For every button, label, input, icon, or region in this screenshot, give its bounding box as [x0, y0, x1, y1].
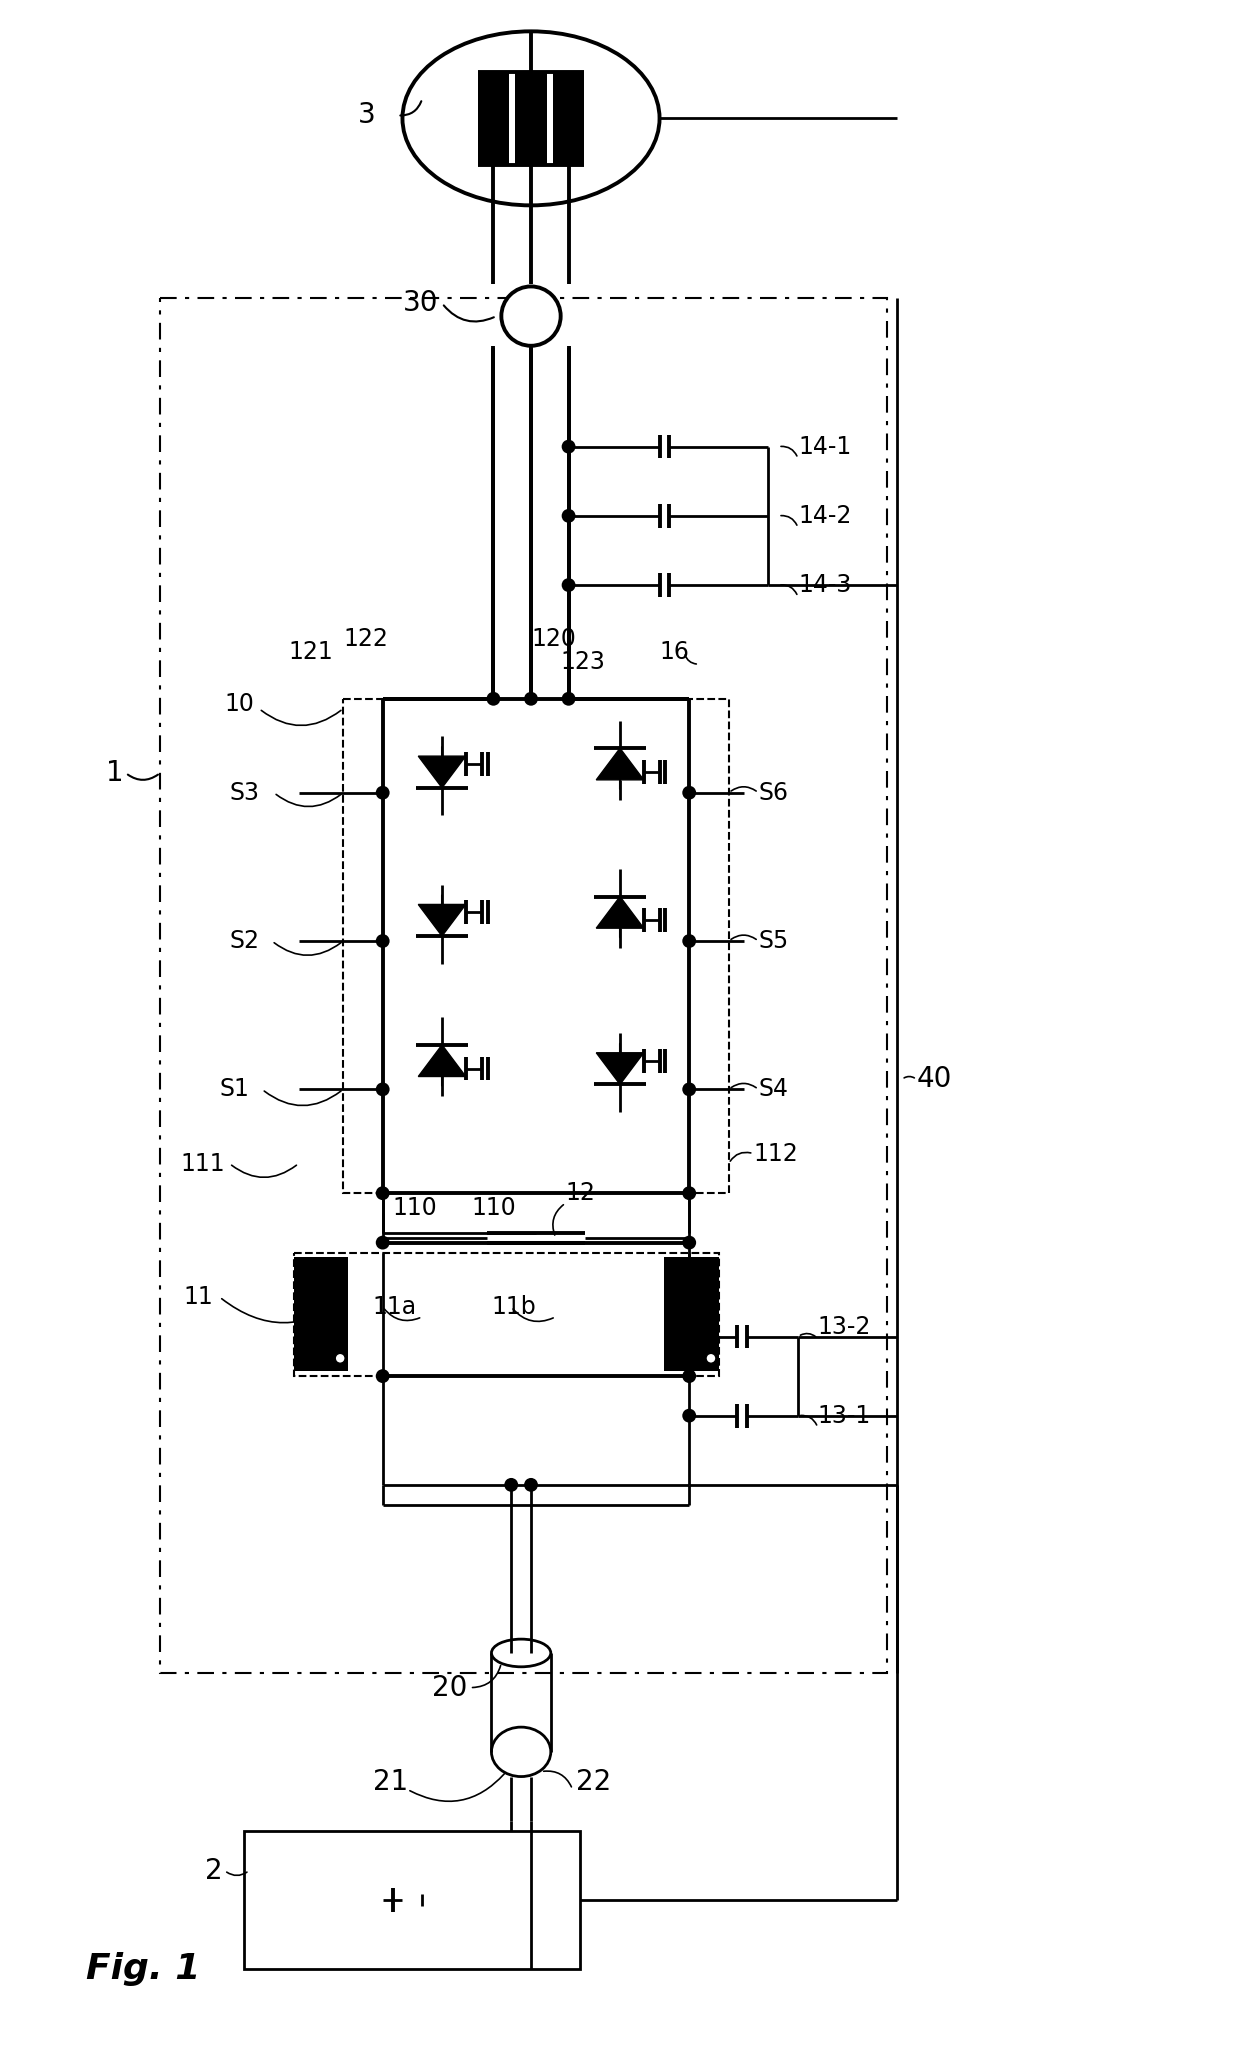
Text: 111: 111 [180, 1152, 224, 1176]
Circle shape [501, 287, 560, 347]
Ellipse shape [491, 1639, 551, 1668]
Text: 11b: 11b [491, 1294, 536, 1319]
Text: 14-2: 14-2 [799, 504, 852, 528]
Circle shape [682, 935, 696, 947]
Text: S1: S1 [219, 1077, 249, 1102]
Text: S4: S4 [759, 1077, 789, 1102]
Bar [515, 72, 547, 165]
Polygon shape [418, 755, 466, 788]
Text: S6: S6 [759, 780, 789, 805]
Bar [244, 1831, 580, 1969]
Circle shape [682, 1368, 696, 1383]
Text: 121: 121 [289, 640, 334, 665]
Bar [553, 72, 584, 165]
Circle shape [376, 786, 389, 799]
Text: 123: 123 [560, 650, 605, 675]
Circle shape [562, 510, 575, 522]
Polygon shape [418, 1044, 466, 1077]
Circle shape [682, 1410, 696, 1422]
Circle shape [376, 1187, 389, 1199]
Bar [665, 1257, 719, 1370]
Text: 13-1: 13-1 [817, 1404, 870, 1428]
Polygon shape [418, 904, 466, 937]
Text: Fig. 1: Fig. 1 [86, 1953, 201, 1986]
Circle shape [486, 691, 501, 706]
Text: 2: 2 [205, 1856, 222, 1884]
Text: 13-2: 13-2 [817, 1315, 872, 1340]
Text: 1: 1 [105, 760, 124, 786]
Circle shape [376, 1368, 389, 1383]
Text: 21: 21 [373, 1767, 408, 1796]
Bar [477, 72, 510, 165]
Circle shape [706, 1354, 715, 1362]
Circle shape [682, 786, 696, 799]
Text: 22: 22 [575, 1767, 611, 1796]
Text: 11a: 11a [373, 1294, 417, 1319]
Circle shape [562, 691, 575, 706]
Text: 122: 122 [343, 627, 388, 652]
Text: S3: S3 [229, 780, 259, 805]
Circle shape [562, 440, 575, 454]
Polygon shape [596, 749, 644, 780]
Circle shape [376, 1236, 389, 1249]
Text: 112: 112 [754, 1141, 799, 1166]
Circle shape [682, 1082, 696, 1096]
Circle shape [682, 1236, 696, 1249]
Text: 3: 3 [358, 101, 376, 130]
Bar [160, 299, 887, 1672]
Circle shape [376, 935, 389, 947]
Bar [343, 700, 729, 1193]
Circle shape [335, 1354, 345, 1362]
Polygon shape [596, 896, 644, 929]
Text: 120: 120 [531, 627, 575, 652]
Circle shape [525, 1478, 538, 1492]
Text: 14-3: 14-3 [799, 574, 852, 596]
Text: 110: 110 [471, 1195, 516, 1220]
Text: 10: 10 [224, 691, 254, 716]
Ellipse shape [491, 1728, 551, 1777]
Text: 16: 16 [660, 640, 689, 665]
Text: 12: 12 [565, 1181, 595, 1205]
Text: 20: 20 [432, 1674, 467, 1701]
Text: 14-1: 14-1 [799, 436, 851, 458]
Text: 40: 40 [916, 1065, 952, 1094]
Text: S2: S2 [229, 929, 259, 954]
Circle shape [682, 1187, 696, 1199]
Bar [294, 1257, 348, 1370]
Text: S5: S5 [759, 929, 789, 954]
Circle shape [562, 578, 575, 592]
Circle shape [682, 1329, 696, 1344]
Text: 110: 110 [393, 1195, 438, 1220]
Text: 30: 30 [403, 289, 438, 318]
Polygon shape [596, 1053, 644, 1084]
Circle shape [525, 691, 538, 706]
Ellipse shape [403, 31, 660, 204]
Bar [294, 1253, 719, 1377]
Circle shape [376, 1082, 389, 1096]
Text: 11: 11 [184, 1286, 213, 1309]
Circle shape [505, 1478, 518, 1492]
